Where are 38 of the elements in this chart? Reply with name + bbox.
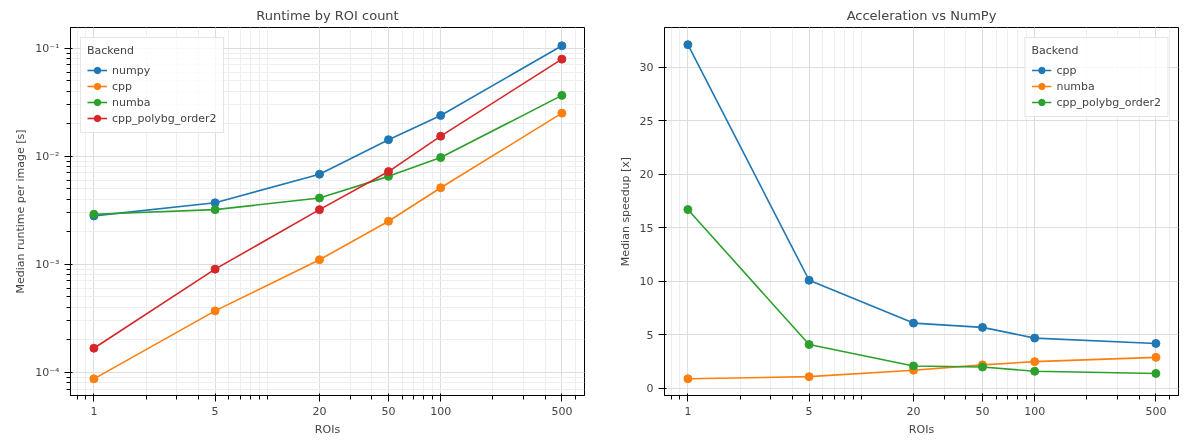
x-tick-label: 100 [1024,404,1046,418]
x-tick-label: 5 [211,404,219,418]
y-tick-label: 10⁻⁴ [35,365,61,379]
legend-label: cpp_polybg_order2 [1056,95,1161,109]
y-tick-label: 0 [646,382,654,396]
x-axis-title: ROIs [908,422,935,436]
x-tick-label: 50 [381,404,396,418]
x-tick-label: 50 [975,404,990,418]
x-tick-label: 1 [90,404,98,418]
legend-title: Backend [87,44,136,57]
x-tick-label: 500 [1145,404,1167,418]
chart-title: Runtime by ROI count [256,7,399,23]
x-tick-label: 20 [906,404,921,418]
x-tick-label: 100 [430,404,452,418]
x-tick-label: 500 [551,404,573,418]
legend-label: numpy [112,63,151,77]
y-tick-label: 5 [646,328,654,342]
y-tick-label: 20 [639,168,654,182]
y-tick-label: 10⁻¹ [35,41,60,55]
legend-label: numba [112,95,151,109]
legend-label: numba [1056,79,1095,93]
y-tick-label: 10⁻³ [35,257,60,271]
y-axis-title: Median runtime per image [s] [14,129,28,294]
chart-title: Acceleration vs NumPy [846,7,997,23]
y-tick-label: 10 [639,275,654,289]
x-tick-label: 20 [312,404,327,418]
y-tick-label: 15 [639,221,654,235]
legend-label: cpp_polybg_order2 [112,111,217,125]
x-tick-label: 1 [684,404,692,418]
y-tick-label: 25 [639,114,654,128]
x-axis-title: ROIs [314,422,341,436]
x-tick-label: 5 [805,404,813,418]
y-tick-label: 10⁻² [35,149,60,163]
legend-title: Backend [1031,44,1080,57]
legend-label: cpp [1056,63,1077,77]
legend-label: cpp [112,79,133,93]
y-tick-label: 30 [639,61,654,75]
y-axis-title: Median speedup [x] [618,156,632,267]
